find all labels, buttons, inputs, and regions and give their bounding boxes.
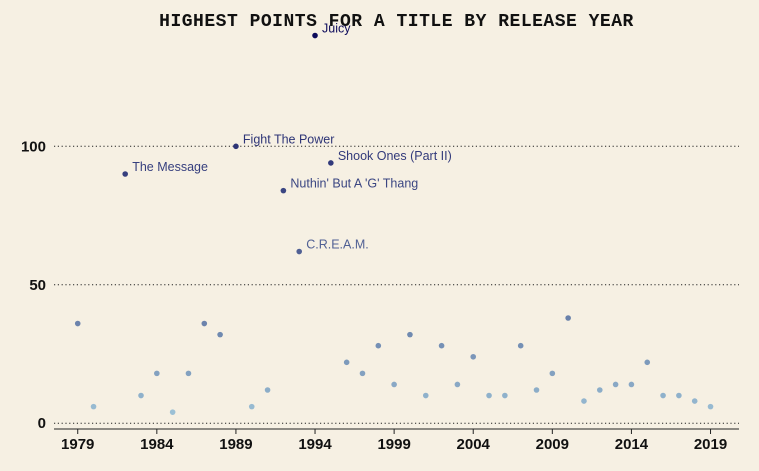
point-label: C.R.E.A.M. bbox=[306, 238, 369, 252]
data-point bbox=[375, 342, 382, 349]
data-point bbox=[470, 353, 477, 360]
y-axis: 0 50 100 bbox=[21, 138, 46, 432]
data-point bbox=[122, 171, 128, 177]
data-point bbox=[691, 398, 698, 404]
x-tick-label: 2019 bbox=[694, 436, 727, 453]
data-point bbox=[581, 398, 587, 404]
point-label: Shook Ones (Part II) bbox=[338, 149, 452, 163]
data-point bbox=[90, 403, 97, 410]
x-tick-label: 1999 bbox=[377, 436, 410, 453]
x-tick-label: 1989 bbox=[219, 436, 252, 453]
data-point bbox=[74, 320, 81, 327]
data-point bbox=[438, 342, 445, 349]
data-point bbox=[296, 248, 303, 255]
data-point bbox=[502, 392, 508, 399]
data-point bbox=[201, 320, 208, 327]
x-tick-label: 2009 bbox=[536, 436, 569, 453]
x-tick-label: 2014 bbox=[615, 436, 649, 453]
data-point bbox=[391, 381, 397, 388]
data-point bbox=[233, 143, 239, 150]
data-point bbox=[660, 392, 666, 399]
data-point bbox=[248, 403, 255, 410]
data-point bbox=[676, 392, 682, 399]
x-tick-label: 1979 bbox=[61, 436, 94, 453]
data-point bbox=[628, 381, 635, 388]
data-point bbox=[486, 392, 492, 399]
data-point bbox=[533, 387, 540, 393]
data-point bbox=[644, 359, 651, 366]
data-point bbox=[565, 315, 571, 321]
data-point bbox=[169, 409, 176, 415]
data-point bbox=[549, 370, 556, 377]
data-point bbox=[154, 370, 160, 377]
data-point bbox=[185, 370, 192, 377]
data-point bbox=[264, 387, 271, 393]
data-point bbox=[343, 359, 350, 366]
data-point bbox=[517, 342, 524, 349]
chart-title: HIGHEST POINTS FOR A TITLE BY RELEASE YE… bbox=[159, 12, 634, 32]
data-point bbox=[312, 32, 318, 39]
y-tick-label: 0 bbox=[38, 415, 46, 432]
data-point bbox=[422, 392, 429, 399]
data-point bbox=[612, 381, 619, 388]
data-point bbox=[707, 403, 714, 410]
x-axis: 1979 1984 1989 1994 1999 2004 2009 2014 2019 bbox=[54, 428, 739, 453]
data-points bbox=[74, 32, 714, 415]
data-point bbox=[280, 187, 287, 194]
point-label: The Message bbox=[132, 160, 208, 174]
data-point bbox=[138, 392, 144, 399]
data-point bbox=[328, 160, 334, 166]
data-point bbox=[454, 381, 461, 388]
data-point bbox=[217, 331, 223, 338]
point-label: Fight The Power bbox=[243, 132, 334, 146]
point-label: Nuthin' But A 'G' Thang bbox=[290, 177, 418, 191]
y-tick-label: 100 bbox=[21, 138, 46, 155]
y-tick-label: 50 bbox=[29, 277, 46, 294]
data-point bbox=[596, 387, 603, 393]
point-label: Juicy bbox=[322, 22, 351, 36]
point-labels: The Message Fight The Power Nuthin' But A … bbox=[132, 22, 452, 252]
x-tick-label: 1984 bbox=[140, 436, 174, 453]
x-tick-label: 1994 bbox=[298, 436, 332, 453]
x-tick-label: 2004 bbox=[457, 436, 491, 453]
data-point bbox=[359, 370, 366, 377]
grid-lines bbox=[54, 145, 739, 424]
data-point bbox=[407, 331, 413, 338]
